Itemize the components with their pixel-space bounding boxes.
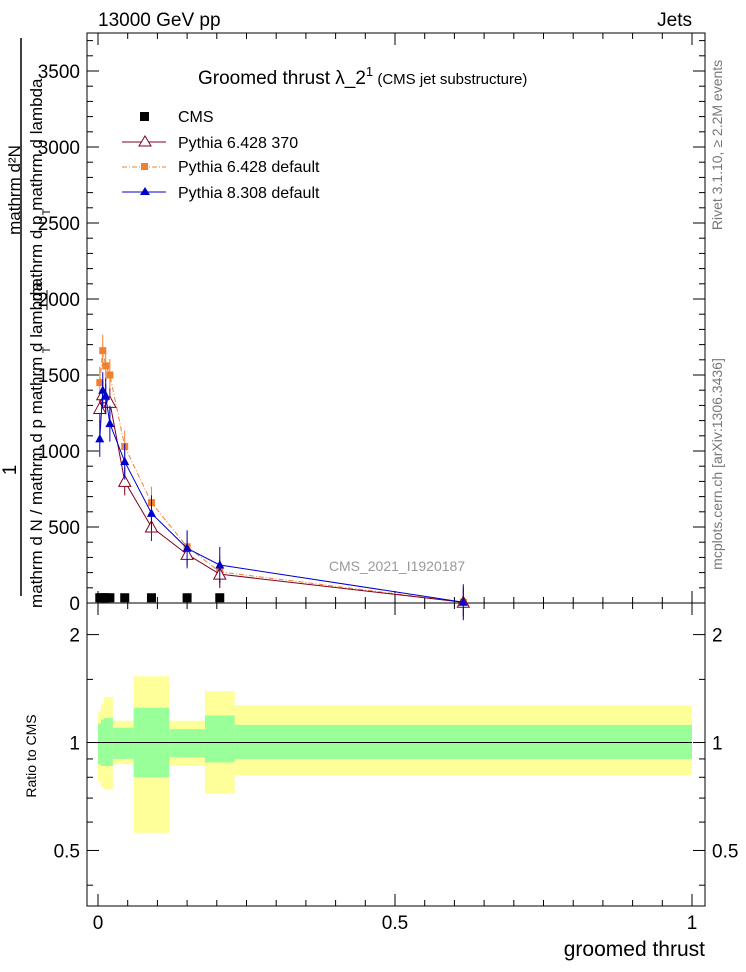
point-pythia-8-308-default (120, 456, 130, 466)
legend-label-py6-370: Pythia 6.428 370 (178, 135, 298, 152)
ratio-bands (98, 676, 692, 833)
y-tick-label: 500 (48, 518, 80, 539)
point-pythia-6-428-default (102, 362, 110, 370)
point-pythia-8-308-default (105, 418, 115, 428)
legend-marker-cms (140, 112, 149, 121)
point-pythia-6-428-default (99, 347, 107, 355)
header-left: 13000 GeV pp (98, 10, 221, 31)
title-sup: 1 (366, 64, 373, 79)
legend: CMS Pythia 6.428 370 Pythia 6.428 defaul… (122, 109, 320, 202)
point-pythia-6-428-370 (92, 401, 107, 414)
y-tick-label: 3500 (38, 62, 80, 83)
legend-label-cms: CMS (178, 109, 214, 126)
legend-marker-py6-370 (138, 135, 152, 147)
y-tick-label: 1500 (38, 366, 80, 387)
legend-label-py6-default: Pythia 6.428 default (178, 159, 320, 176)
ylabel-num-line2: mathrm d p mathrm d lambda (27, 78, 46, 302)
title-main: Groomed thrust λ_2 (198, 68, 366, 89)
xlabel: groomed thrust (564, 938, 705, 961)
legend-marker-py6-default (141, 163, 148, 170)
ratio-band-inner-5 (169, 729, 205, 758)
ratio-ylabel: Ratio to CMS (23, 714, 39, 797)
point-pythia-8-308-default (95, 433, 105, 443)
y-tick-label: 3000 (38, 138, 80, 159)
title-paren: (CMS jet substructure) (373, 71, 527, 88)
y-tick-label: 0 (69, 594, 80, 615)
y-tick-label: 2500 (38, 214, 80, 235)
series-layer (92, 334, 471, 621)
x-axis-ticks: 0 0.5 1 (93, 33, 698, 934)
analysis-id: CMS_2021_I1920187 (329, 558, 465, 574)
header-right: Jets (657, 10, 692, 31)
rivet-info: Rivet 3.1.10, ≥ 2.2M events (709, 60, 725, 230)
y-tick-label: 2000 (38, 290, 80, 311)
point-pythia-8-308-default (101, 391, 111, 400)
point-pythia-6-428-370 (117, 474, 132, 487)
main-ylabel: 1 mathrm d²N mathrm d p mathrm d lambda … (0, 38, 53, 608)
ylabel-num-line1: mathrm d²N (5, 145, 24, 235)
point-pythia-8-308-default (98, 385, 108, 394)
ylabel-den-sub: T (41, 346, 53, 353)
ratio-band-inner-7 (234, 724, 692, 759)
point-cms (120, 593, 130, 603)
main-axis-ticks: 0 500 1000 1500 2000 2500 3000 3500 (38, 40, 705, 615)
ratio-tick-label: 0.5 (54, 841, 80, 862)
ylabel-den: mathrm d N / mathrm d p mathrm d lambda (27, 281, 46, 607)
x-tick-label: 1 (687, 913, 698, 934)
point-pythia-6-428-default (96, 379, 104, 387)
ratio-band-inner-3 (112, 727, 134, 759)
point-cms (105, 593, 115, 603)
x-tick-label: 0 (93, 913, 104, 934)
point-cms (182, 593, 192, 603)
point-pythia-8-308-default (215, 560, 225, 569)
ratio-plot-frame (86, 602, 706, 907)
point-cms (146, 593, 156, 603)
ratio-tick-label: 2 (69, 626, 80, 647)
point-pythia-8-308-default (458, 597, 468, 606)
legend-marker-py8-default (140, 187, 150, 195)
ratio-tick-label: 1 (69, 734, 80, 755)
ratio-band-inner-0 (98, 723, 101, 765)
ylabel-one: 1 (0, 465, 21, 476)
point-pythia-6-428-default (106, 371, 114, 379)
y-tick-label: 1000 (38, 442, 80, 463)
point-cms (215, 593, 225, 603)
ratio-axis-ticks: 0.5 0.5 1 1 2 2 (54, 626, 738, 886)
ratio-band-inner-6 (204, 715, 235, 763)
x-tick-label: 0.5 (382, 913, 408, 934)
ylabel-num-sub: T (41, 208, 53, 215)
mcplots-info: mcplots.cern.ch [arXiv:1306.3436] (709, 358, 725, 570)
point-pythia-8-308-default (182, 543, 192, 552)
legend-label-py8-default: Pythia 8.308 default (178, 185, 320, 202)
point-pythia-8-308-default (146, 508, 156, 517)
ratio-tick-label-right: 1 (712, 734, 723, 755)
ratio-tick-label-right: 0.5 (712, 841, 738, 862)
plot-title: Groomed thrust λ_21 (CMS jet substructur… (198, 64, 527, 89)
ratio-tick-label-right: 2 (712, 626, 723, 647)
